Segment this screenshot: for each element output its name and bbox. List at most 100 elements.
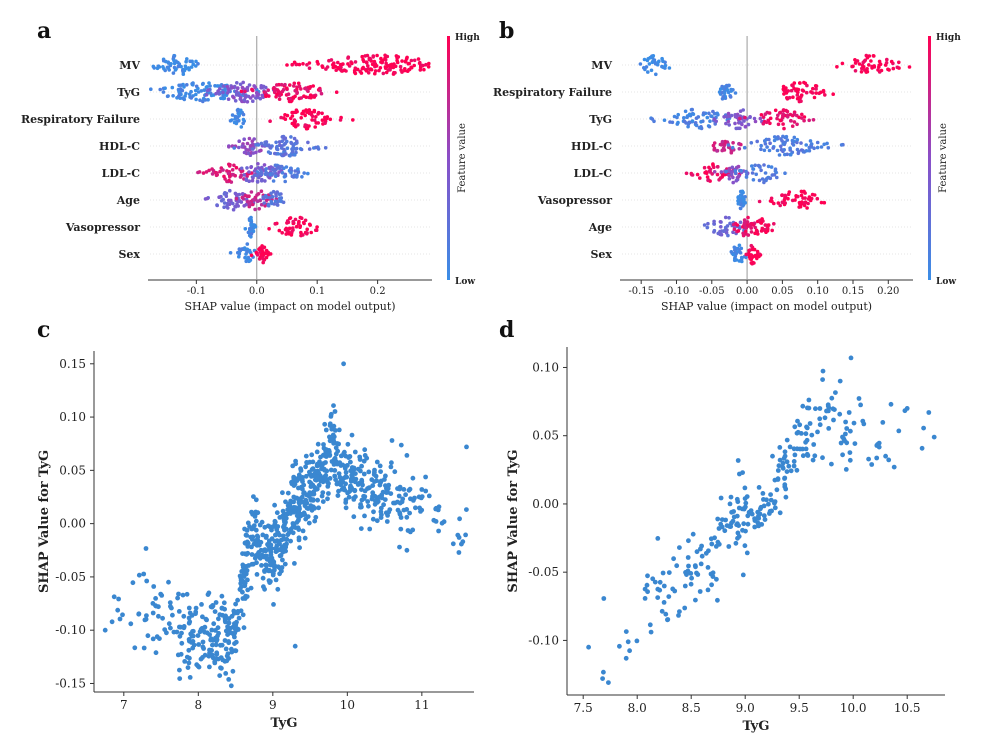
shap-point bbox=[255, 179, 260, 184]
shap-point bbox=[287, 232, 291, 236]
data-point bbox=[111, 594, 117, 600]
x-tick-label: 7.5 bbox=[574, 701, 593, 715]
data-point bbox=[743, 528, 748, 534]
dependence-panel-c: c7 8 9 10 11-0.15-0.10-0.050.000.050.100.15T… bbox=[37, 317, 474, 731]
data-point bbox=[303, 473, 309, 479]
shap-point bbox=[799, 193, 804, 198]
shap-point bbox=[334, 68, 339, 72]
shap-point bbox=[850, 64, 854, 69]
data-point bbox=[352, 488, 358, 494]
data-point bbox=[273, 532, 278, 538]
shap-point bbox=[302, 171, 307, 175]
data-point bbox=[252, 514, 258, 519]
shap-point bbox=[755, 249, 760, 254]
shap-point bbox=[778, 118, 782, 123]
data-point bbox=[645, 573, 650, 579]
data-point bbox=[316, 482, 322, 488]
shap-point bbox=[267, 196, 272, 200]
data-point bbox=[794, 467, 800, 473]
shap-point bbox=[795, 140, 799, 145]
shap-point bbox=[280, 231, 285, 235]
data-point bbox=[168, 604, 173, 609]
data-point bbox=[271, 602, 276, 607]
data-point bbox=[233, 622, 239, 627]
shap-point bbox=[786, 192, 791, 197]
data-point bbox=[880, 420, 886, 425]
data-point bbox=[338, 479, 344, 484]
data-point bbox=[692, 563, 698, 568]
data-point bbox=[195, 633, 201, 638]
dependence-panel-d: d7.5 8.0 8.5 9.0 9.5 10.0 10.5-0.10-0.050.000.… bbox=[499, 317, 945, 734]
shap-point bbox=[203, 98, 208, 102]
data-point bbox=[285, 490, 291, 496]
shap-point bbox=[170, 85, 175, 90]
data-point bbox=[359, 477, 365, 483]
data-point bbox=[756, 485, 762, 490]
shap-point bbox=[292, 60, 297, 65]
shap-point bbox=[239, 108, 243, 113]
shap-point bbox=[765, 145, 769, 149]
colorbar-high-label: High bbox=[936, 33, 961, 43]
shap-point bbox=[250, 222, 254, 227]
shap-point bbox=[266, 150, 271, 154]
shap-point bbox=[749, 243, 754, 248]
data-point bbox=[359, 463, 364, 469]
data-point bbox=[166, 579, 171, 585]
shap-point bbox=[277, 170, 281, 174]
data-point bbox=[332, 473, 338, 479]
x-tick-label: 9.5 bbox=[790, 701, 809, 715]
data-point bbox=[410, 475, 416, 481]
shap-point bbox=[878, 62, 883, 66]
data-point bbox=[369, 496, 375, 502]
shap-point bbox=[686, 124, 690, 129]
shap-point bbox=[279, 82, 284, 87]
data-point bbox=[208, 604, 214, 610]
shap-point bbox=[221, 197, 225, 202]
shap-point bbox=[735, 223, 740, 227]
shap-point bbox=[320, 64, 325, 68]
shap-point bbox=[205, 196, 210, 201]
shap-point bbox=[246, 255, 251, 260]
shap-point bbox=[691, 112, 696, 116]
shap-point bbox=[259, 141, 264, 146]
data-point bbox=[274, 510, 280, 516]
shap-point bbox=[698, 126, 702, 130]
data-point bbox=[727, 524, 733, 529]
shap-point bbox=[264, 167, 269, 171]
data-point bbox=[160, 615, 166, 621]
shap-point bbox=[268, 166, 272, 171]
shap-point bbox=[726, 90, 731, 95]
data-point bbox=[642, 596, 648, 601]
shap-point bbox=[815, 140, 820, 145]
shap-point bbox=[246, 148, 251, 152]
data-point bbox=[843, 419, 848, 425]
shap-point bbox=[230, 168, 235, 172]
shap-point bbox=[373, 71, 377, 76]
shap-point bbox=[262, 201, 267, 205]
data-point bbox=[331, 403, 336, 408]
shap-point bbox=[723, 228, 727, 233]
shap-point bbox=[800, 116, 804, 120]
data-point bbox=[657, 587, 663, 593]
shap-point bbox=[245, 166, 249, 170]
shap-point bbox=[331, 65, 336, 70]
data-point bbox=[782, 453, 788, 459]
data-point bbox=[326, 491, 331, 496]
data-point bbox=[456, 550, 462, 555]
data-point bbox=[115, 607, 121, 613]
shap-point bbox=[736, 126, 740, 131]
shap-point bbox=[783, 152, 787, 157]
data-point bbox=[327, 438, 333, 444]
data-point bbox=[223, 671, 229, 676]
data-point bbox=[286, 530, 292, 535]
shap-point bbox=[249, 253, 254, 258]
data-point bbox=[740, 572, 746, 578]
y-tick-label: -0.15 bbox=[55, 676, 86, 690]
shap-point bbox=[722, 91, 727, 95]
shap-point bbox=[731, 252, 736, 257]
data-point bbox=[436, 528, 441, 534]
x-tick-label: 8.0 bbox=[628, 701, 647, 715]
data-point bbox=[298, 466, 303, 472]
shap-point bbox=[707, 124, 712, 129]
shap-point bbox=[742, 119, 746, 123]
